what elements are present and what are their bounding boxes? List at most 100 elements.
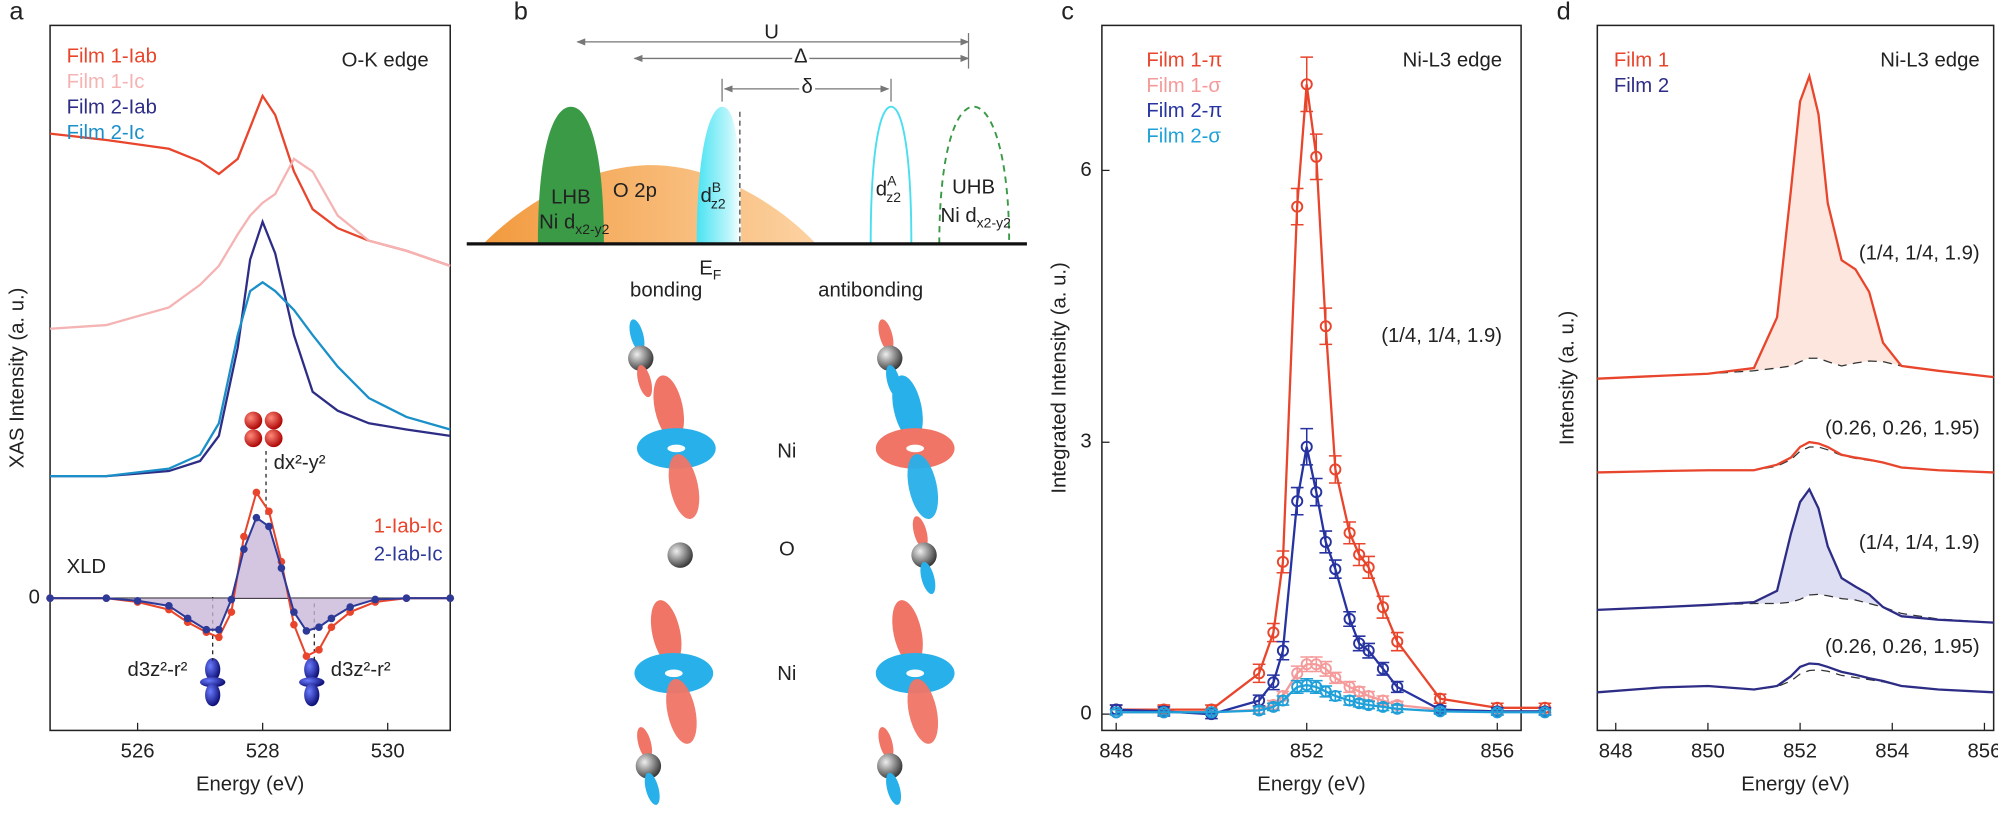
point (1310, 486, 1323, 499)
xld-point (215, 633, 223, 642)
point (1291, 667, 1304, 680)
point (1376, 700, 1389, 713)
xld-point (133, 596, 142, 605)
point (1391, 680, 1404, 693)
site-label: O (779, 538, 795, 560)
lhb-orbital: Ni dx2-y2 (539, 212, 610, 237)
site-label: Ni (777, 663, 796, 685)
line (50, 280, 451, 478)
point (1329, 563, 1342, 576)
point (1343, 526, 1356, 539)
antibonding-label: antibonding (818, 279, 923, 301)
x-axis-label: Energy (eV) (1741, 773, 1849, 795)
error-bar (1290, 486, 1304, 516)
x-tick-label: 848 (1099, 740, 1133, 762)
superscript: A (887, 172, 897, 188)
xld-point (252, 513, 261, 522)
x-axis-label: Energy (eV) (1257, 773, 1365, 795)
error-bar (1300, 56, 1314, 113)
xld-point (46, 594, 54, 603)
legend-entry: Film 1-Iab (67, 46, 157, 68)
xld-point (371, 595, 380, 604)
error-bar (1376, 595, 1390, 619)
dx2y2-icon (244, 411, 283, 448)
y-axis-label: Intensity (a. u.) (1556, 311, 1578, 445)
y-tick-label: 0 (29, 587, 40, 609)
xld-point (202, 625, 211, 634)
dzb-label: dB z2 (700, 179, 725, 212)
line (1597, 72, 1994, 380)
xld-point (240, 545, 248, 553)
point (1434, 705, 1447, 718)
point (1362, 561, 1375, 574)
orbital-label: dx²-y² (274, 452, 326, 474)
point (1391, 635, 1404, 648)
o2p-label: O 2p (613, 180, 657, 202)
error-bar (1328, 455, 1342, 484)
series-label: (0.26, 0.26, 1.95) (1825, 636, 1980, 658)
text: Ni d (539, 212, 575, 234)
lhb-label: LHB (551, 187, 591, 209)
point (1267, 676, 1280, 689)
orbital-label: d3z²-r² (331, 659, 391, 681)
error-bar (1328, 559, 1342, 579)
xld-point (165, 601, 173, 610)
site-label: Ni (777, 441, 796, 463)
legend-entry: Film 1-π (1146, 49, 1222, 71)
point (1310, 658, 1323, 671)
error-bar (1276, 640, 1290, 661)
y-axis-label: XAS Intensity (a. u.) (7, 288, 29, 469)
point (1253, 704, 1266, 717)
xld-legend: 2-Iab-Ic (374, 544, 443, 566)
xld-point (302, 627, 311, 635)
point (1319, 685, 1332, 698)
o-orbital (634, 725, 663, 807)
subscript: x2-y2 (977, 214, 1011, 230)
uhb-orbital: Ni dx2-y2 (941, 206, 1012, 231)
xld-point (277, 564, 286, 572)
text: d (700, 185, 711, 207)
dza-band (869, 105, 913, 244)
point (1353, 548, 1366, 561)
point (1538, 706, 1551, 719)
point (1276, 555, 1289, 568)
x-tick-label: 852 (1783, 740, 1817, 762)
point (1353, 637, 1366, 650)
u-label: U (764, 21, 779, 43)
panel-label: d (1557, 0, 1571, 25)
point (1376, 601, 1389, 614)
plot-frame (1101, 24, 1522, 732)
ni-orbital (875, 372, 955, 522)
uhb-label: UHB (952, 176, 995, 198)
legend-entry: Film 2 (1614, 75, 1669, 97)
panel-label: b (514, 0, 528, 25)
shaded-area (1597, 489, 1994, 623)
fermi-label: EF (699, 258, 721, 283)
point (1362, 699, 1375, 712)
x-tick-label: 856 (1967, 740, 1998, 762)
point (1491, 706, 1504, 719)
panel-label: a (9, 0, 24, 25)
legend-entry: Film 2-π (1146, 100, 1222, 122)
xld-point (183, 614, 192, 623)
point (1319, 320, 1332, 333)
plot-frame (1596, 24, 1995, 732)
dz2-icon (299, 658, 325, 707)
shaded-area (1597, 76, 1994, 379)
point (1205, 706, 1218, 719)
o-orbital (875, 725, 904, 807)
orbital-label: d3z²-r² (128, 659, 188, 681)
x-tick-label: 852 (1290, 740, 1324, 762)
xld-point (315, 646, 323, 654)
o-atom (667, 542, 693, 568)
bonding-label: bonding (630, 279, 702, 301)
chart: d 848 850 852 854 856 Energy (eV) Intensity (a.… (1556, 0, 1998, 795)
text: d (876, 179, 887, 201)
point (1329, 463, 1342, 476)
xld-point (346, 603, 354, 611)
lhb-band (537, 106, 604, 244)
subscript: F (713, 266, 722, 282)
panel-label: c (1061, 0, 1074, 25)
point (1291, 200, 1304, 213)
line (1597, 440, 1994, 474)
